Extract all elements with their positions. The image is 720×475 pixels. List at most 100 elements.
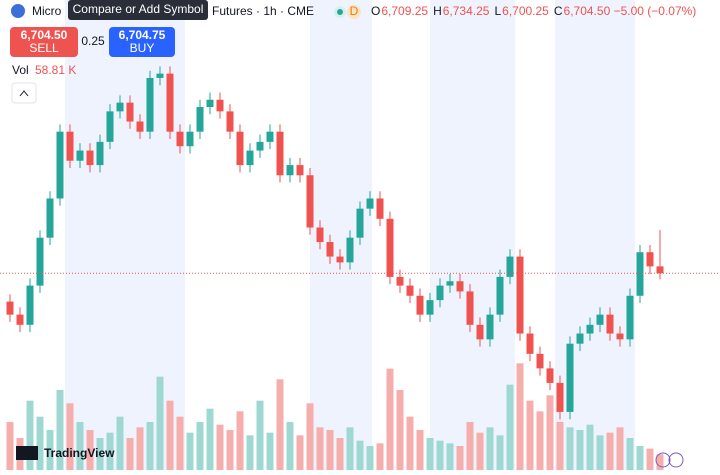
volume-bar (536, 411, 544, 470)
candle-body (256, 141, 264, 151)
vol-value: 58.81 K (35, 63, 76, 77)
volume-bar (106, 432, 114, 470)
symbol[interactable]: Micro (32, 4, 62, 18)
candle-body (596, 314, 604, 325)
badge: D (350, 4, 359, 18)
volume-bar (246, 435, 254, 470)
candle-body (406, 285, 414, 296)
candle-body (116, 102, 124, 112)
candle-body (56, 131, 64, 199)
volume-bar (646, 448, 654, 470)
volume-bar (236, 411, 244, 470)
candle-body (126, 102, 134, 122)
volume-bar (556, 422, 564, 470)
volume-bar (6, 422, 14, 470)
volume-bar (96, 438, 104, 470)
candle-body (136, 121, 144, 132)
sell-label[interactable]: SELL (29, 41, 59, 55)
volume-bar (496, 435, 504, 470)
candle-body (166, 73, 174, 132)
volume-bar (326, 430, 334, 470)
volume-bar (346, 427, 354, 470)
candle-body (276, 131, 284, 176)
ohlc-key: L (494, 4, 501, 18)
volume-bar (526, 400, 534, 470)
candle-body (146, 77, 154, 132)
replay-icon[interactable] (655, 452, 671, 468)
candle-body (516, 256, 524, 334)
ohlc-key: H (433, 4, 442, 18)
volume-bar (206, 408, 214, 470)
candle-body (556, 382, 564, 412)
candle-body (26, 285, 34, 325)
candle-body (246, 150, 254, 166)
volume-bar (186, 432, 194, 470)
logo: TradingView (44, 446, 115, 460)
candle-body (616, 333, 624, 340)
candle-body (36, 237, 44, 286)
volume-bar (486, 427, 494, 470)
volume-bar (606, 432, 614, 470)
spread: 0.25 (81, 34, 105, 48)
sell-button[interactable] (10, 27, 78, 57)
ohlc-value: 6,734.25 (443, 4, 490, 18)
candle-body (316, 227, 324, 243)
volume-bar (316, 427, 324, 470)
candle-body (226, 111, 234, 132)
candle-body (6, 301, 14, 315)
volume-bar (406, 416, 414, 470)
volume-bar (36, 416, 44, 470)
replay-icon-2[interactable] (668, 452, 684, 468)
volume-bar (566, 427, 574, 470)
volume-bar (456, 446, 464, 470)
volume-bar (656, 454, 664, 470)
flag-icon (11, 4, 25, 18)
candle-body (346, 237, 354, 263)
candle-body (386, 218, 394, 277)
candle-body (536, 353, 544, 369)
volume-bar (516, 363, 524, 470)
volume-bar (416, 430, 424, 470)
volume-bar (56, 390, 64, 470)
candle-body (76, 150, 84, 161)
volume-bar (276, 379, 284, 470)
collapse-button[interactable] (11, 82, 37, 104)
volume-bar (46, 430, 54, 470)
candle-body (656, 266, 664, 274)
candle-body (486, 314, 494, 340)
candle-body (576, 333, 584, 344)
candle-body (336, 256, 344, 263)
candle-body (496, 276, 504, 315)
logo-icon (16, 446, 38, 460)
candle-body (396, 276, 404, 286)
candle-body (296, 165, 304, 176)
volume-bar (226, 430, 234, 470)
ohlc-value: 6,704.50 −5.00 (−0.07%) (564, 4, 697, 18)
candle-body (646, 252, 654, 267)
candle-body (476, 324, 484, 340)
candle-body (66, 131, 74, 161)
candle-body (436, 285, 444, 301)
volume-bar (356, 440, 364, 470)
buy-button[interactable] (109, 27, 175, 57)
candle-body (506, 256, 514, 277)
sell-price[interactable]: 6,704.50 (21, 28, 68, 42)
volume-bar (296, 435, 304, 470)
candle-body (306, 175, 314, 228)
volume-bar (426, 438, 434, 470)
ohlc-value: 6,700.25 (502, 4, 549, 18)
buy-price[interactable]: 6,704.75 (119, 28, 166, 42)
volume-bar (286, 422, 294, 470)
buy-label[interactable]: BUY (130, 41, 155, 55)
volume-bar (266, 432, 274, 470)
volume-bar (616, 427, 624, 470)
candle-body (466, 291, 474, 325)
volume-bar (396, 390, 404, 470)
volume-bar (466, 422, 474, 470)
candle-body (46, 198, 54, 238)
volume-bar (116, 416, 124, 470)
symbol-info[interactable]: Futures · 1h · CME (212, 4, 314, 18)
candle-body (546, 368, 554, 383)
candle-body (606, 314, 614, 334)
